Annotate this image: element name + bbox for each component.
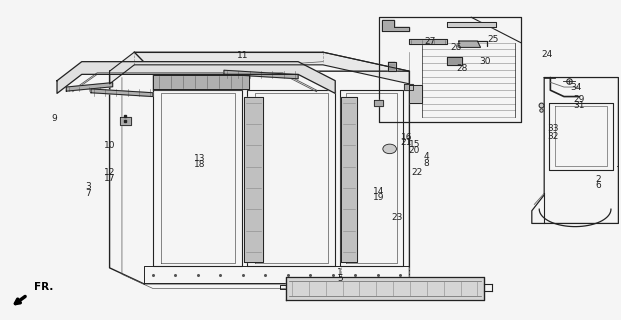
Polygon shape (388, 62, 396, 71)
Text: 31: 31 (574, 101, 585, 110)
Polygon shape (91, 89, 153, 97)
Text: 18: 18 (194, 160, 205, 169)
Polygon shape (57, 62, 335, 93)
Text: 6: 6 (595, 181, 601, 190)
Polygon shape (153, 75, 248, 89)
Text: 34: 34 (571, 83, 582, 92)
Text: 26: 26 (450, 43, 461, 52)
Polygon shape (244, 97, 263, 261)
Polygon shape (286, 277, 484, 300)
Polygon shape (404, 84, 412, 90)
Text: 25: 25 (487, 35, 499, 44)
Text: 3: 3 (85, 182, 91, 191)
Text: 32: 32 (547, 132, 558, 141)
Text: 20: 20 (409, 146, 420, 155)
Polygon shape (446, 22, 496, 27)
Text: 8: 8 (424, 159, 430, 168)
Polygon shape (342, 97, 357, 261)
Text: FR.: FR. (34, 282, 53, 292)
Text: 22: 22 (411, 168, 422, 177)
Polygon shape (374, 100, 383, 106)
Polygon shape (224, 70, 298, 79)
Text: 27: 27 (424, 36, 435, 45)
Polygon shape (459, 41, 481, 47)
Text: 10: 10 (104, 141, 116, 150)
Text: 23: 23 (391, 212, 403, 222)
Polygon shape (120, 117, 131, 125)
Text: 2: 2 (595, 174, 601, 184)
Text: 14: 14 (373, 187, 384, 196)
Polygon shape (109, 52, 409, 84)
Text: 5: 5 (337, 275, 343, 284)
Text: 21: 21 (401, 138, 412, 147)
Text: 28: 28 (456, 63, 468, 73)
Text: 33: 33 (547, 124, 559, 133)
Text: 19: 19 (373, 193, 384, 202)
Polygon shape (446, 57, 462, 65)
Text: 29: 29 (574, 95, 585, 104)
Text: 11: 11 (237, 51, 248, 60)
Text: 17: 17 (104, 174, 116, 183)
Text: 15: 15 (409, 140, 420, 149)
Polygon shape (409, 39, 446, 44)
Text: 24: 24 (541, 50, 552, 59)
Polygon shape (381, 20, 409, 31)
Ellipse shape (383, 144, 396, 154)
Text: 13: 13 (194, 154, 205, 163)
Text: 4: 4 (424, 152, 430, 161)
Text: 7: 7 (85, 189, 91, 198)
Text: 1: 1 (337, 268, 343, 277)
Text: 12: 12 (104, 168, 116, 177)
Text: 30: 30 (479, 57, 491, 66)
Text: 9: 9 (51, 114, 57, 123)
Polygon shape (66, 83, 112, 91)
Polygon shape (409, 85, 422, 103)
Text: 16: 16 (401, 133, 412, 142)
